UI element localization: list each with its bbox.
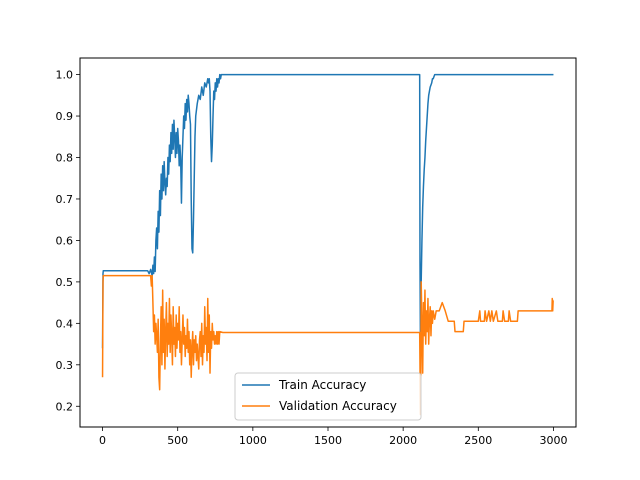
y-tick-label: 0.9 bbox=[56, 110, 74, 123]
x-axis: 0 500 1000 1500 2000 2500 3000 bbox=[99, 427, 567, 447]
y-tick-label: 0.6 bbox=[56, 234, 74, 247]
y-axis: 0.2 0.3 0.4 0.5 0.6 0.7 0.8 0.9 1.0 bbox=[56, 69, 80, 413]
series-line-validation-accuracy bbox=[101, 274, 554, 416]
x-tick-label: 0 bbox=[99, 434, 106, 447]
legend: Train Accuracy Validation Accuracy bbox=[234, 372, 422, 421]
series-line-train-accuracy bbox=[101, 73, 554, 349]
y-tick-label: 0.2 bbox=[56, 400, 74, 413]
y-tick-label: 0.4 bbox=[56, 317, 74, 330]
y-tick-label: 0.3 bbox=[56, 359, 74, 372]
y-tick-label: 0.5 bbox=[56, 276, 74, 289]
x-tick-label: 2000 bbox=[389, 434, 417, 447]
y-tick-label: 1.0 bbox=[56, 69, 74, 82]
y-tick-label: 0.8 bbox=[56, 152, 74, 165]
x-tick-label: 1500 bbox=[314, 434, 342, 447]
x-tick-label: 2500 bbox=[464, 434, 492, 447]
y-tick-label: 0.7 bbox=[56, 193, 74, 206]
legend-label-validation: Validation Accuracy bbox=[279, 399, 397, 413]
legend-label-train: Train Accuracy bbox=[278, 378, 366, 392]
series-layer bbox=[101, 73, 554, 416]
x-tick-label: 1000 bbox=[239, 434, 267, 447]
x-tick-label: 3000 bbox=[539, 434, 567, 447]
legend-box bbox=[234, 372, 422, 421]
x-tick-label: 500 bbox=[167, 434, 188, 447]
